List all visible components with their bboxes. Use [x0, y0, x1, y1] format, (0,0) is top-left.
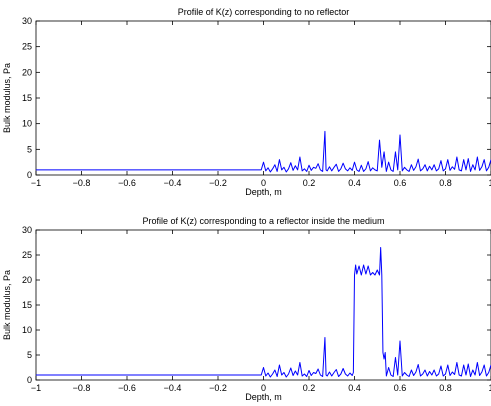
plot-frame	[35, 229, 491, 381]
series-line	[36, 130, 491, 173]
chart-title: Profile of K(z) corresponding to no refl…	[178, 7, 350, 17]
x-tick-label: 1	[488, 383, 491, 393]
x-tick-label: 0.2	[303, 178, 316, 188]
y-tick-label: 20	[22, 67, 32, 77]
x-tick-label: −0.2	[209, 178, 227, 188]
x-tick-label: −0.8	[73, 383, 91, 393]
x-tick-label: −0.6	[118, 383, 136, 393]
y-tick-label: 15	[22, 93, 32, 103]
x-tick-label: −0.6	[118, 178, 136, 188]
x-tick-label: 0.8	[439, 383, 452, 393]
x-tick-label: −0.2	[209, 383, 227, 393]
y-tick-label: 5	[27, 350, 32, 360]
x-tick-label: 0	[261, 383, 266, 393]
x-tick-label: 0	[261, 178, 266, 188]
x-tick-label: −1	[31, 383, 41, 393]
x-tick-label: −0.4	[164, 178, 182, 188]
x-tick-label: −0.8	[73, 178, 91, 188]
y-tick-label: 30	[22, 16, 32, 26]
x-tick-label: −0.4	[164, 383, 182, 393]
y-tick-label: 0	[27, 375, 32, 385]
y-tick-label: 20	[22, 275, 32, 285]
y-tick-label: 25	[22, 250, 32, 260]
y-tick-label: 15	[22, 300, 32, 310]
y-axis-label: Bulk modulus, Pa	[2, 270, 12, 340]
y-tick-label: 30	[22, 225, 32, 235]
x-tick-label: 0.4	[348, 383, 361, 393]
x-tick-label: 0.6	[394, 383, 407, 393]
y-axis-label: Bulk modulus, Pa	[2, 63, 12, 133]
y-tick-label: 5	[27, 144, 32, 154]
x-tick-label: 0.2	[303, 383, 316, 393]
x-tick-label: 0.8	[439, 178, 452, 188]
y-tick-label: 10	[22, 325, 32, 335]
series-line	[36, 247, 491, 378]
x-tick-label: 0.6	[394, 178, 407, 188]
x-tick-label: −1	[31, 178, 41, 188]
y-tick-label: 0	[27, 170, 32, 180]
x-axis-label: Depth, m	[245, 392, 282, 402]
chart-title: Profile of K(z) corresponding to a refle…	[142, 216, 384, 226]
plot-frame	[35, 20, 491, 176]
y-tick-label: 25	[22, 42, 32, 52]
y-tick-label: 10	[22, 119, 32, 129]
x-tick-label: 0.4	[348, 178, 361, 188]
x-tick-label: 1	[488, 178, 491, 188]
x-axis-label: Depth, m	[245, 187, 282, 197]
